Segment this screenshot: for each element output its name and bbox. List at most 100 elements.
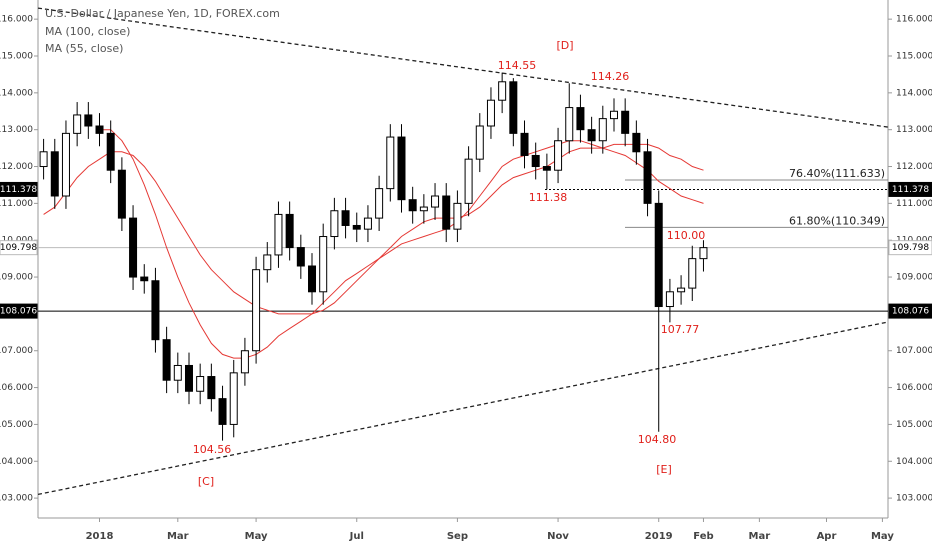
candle — [475, 113, 484, 173]
candle — [386, 124, 395, 202]
candle — [151, 267, 160, 353]
candle — [598, 105, 607, 154]
candle-body — [598, 118, 607, 142]
x-tick-label: Sep — [447, 531, 468, 542]
candle-body — [475, 125, 484, 160]
y-tick-label: 103.000 — [0, 494, 33, 504]
candle-body — [319, 236, 328, 293]
price-tag — [0, 240, 38, 256]
candle — [453, 190, 462, 243]
candle-body — [151, 280, 160, 341]
price-tag — [888, 303, 932, 319]
annotation: [C] — [198, 475, 214, 488]
candle — [229, 359, 238, 438]
candle — [363, 205, 372, 243]
candle — [140, 264, 149, 294]
candle — [621, 98, 630, 147]
y-tick-label: 114.000 — [896, 88, 932, 98]
y-tick-label: 115.000 — [0, 52, 33, 62]
candle-body — [386, 136, 395, 190]
x-tick-label: Apr — [817, 531, 837, 542]
price-tag — [888, 240, 932, 256]
candle-body — [39, 151, 48, 168]
candle — [61, 120, 70, 209]
candle — [442, 183, 451, 243]
candle — [609, 98, 618, 132]
candle-body — [184, 364, 193, 392]
candle-body — [106, 132, 115, 171]
candle — [677, 275, 686, 305]
candle-body — [408, 199, 417, 212]
y-tick-label: 112.000 — [0, 162, 33, 172]
candle — [654, 190, 663, 432]
candle — [73, 102, 82, 147]
y-tick-label: 105.000 — [896, 420, 932, 430]
price-tag-label: 111.378 — [0, 185, 37, 195]
candle-body — [498, 81, 507, 101]
candle-body — [229, 372, 238, 425]
fib-label: 76.40%(111.633) — [789, 167, 885, 180]
price-tag-label: 108.076 — [892, 307, 929, 317]
candle-body — [207, 376, 216, 400]
x-tick-label: 2018 — [86, 531, 114, 542]
candle — [106, 120, 115, 184]
candle-body — [375, 188, 384, 219]
x-tick-label: Feb — [693, 531, 713, 542]
candle-body — [632, 132, 641, 153]
y-tick-label: 104.000 — [896, 457, 932, 467]
candle-body — [73, 114, 82, 134]
candle-body — [542, 166, 551, 171]
candle — [587, 116, 596, 154]
candle-body — [252, 269, 261, 352]
candle — [341, 197, 350, 239]
y-tick-label: 111.000 — [896, 199, 932, 209]
y-tick-label: 116.000 — [0, 15, 33, 25]
trend-line — [37, 321, 889, 496]
candle — [397, 124, 406, 213]
candle-body — [531, 154, 540, 168]
candle-body — [363, 217, 372, 230]
price-tag-label: 108.076 — [0, 307, 37, 317]
y-tick-label: 111.000 — [0, 199, 33, 209]
candle-body — [665, 291, 674, 308]
candle — [576, 94, 585, 143]
annotation: 114.26 — [591, 70, 630, 83]
candle-body — [464, 158, 473, 204]
candle — [699, 240, 708, 272]
x-tick-label: 2019 — [645, 531, 673, 542]
candle — [498, 72, 507, 114]
candle-body — [285, 213, 294, 249]
candle — [117, 157, 126, 231]
y-tick-label: 106.000 — [896, 383, 932, 393]
candle — [218, 385, 227, 441]
candle — [431, 183, 440, 220]
candle — [296, 234, 305, 279]
y-tick-label: 116.000 — [896, 15, 932, 25]
candle — [285, 201, 294, 261]
candle — [688, 245, 697, 301]
legend-entry: MA (55, close) — [45, 42, 123, 55]
candle-body — [129, 217, 138, 278]
annotation: 110.00 — [667, 229, 706, 242]
y-tick-label: 109.000 — [0, 273, 33, 283]
candle — [308, 253, 317, 305]
y-tick-label: 107.000 — [896, 346, 932, 356]
price-tag — [0, 303, 38, 319]
candle-body — [565, 107, 574, 142]
candle — [330, 197, 339, 250]
candle — [352, 212, 361, 243]
candle — [554, 127, 563, 184]
y-tick-label: 113.000 — [896, 125, 932, 135]
y-tick-label: 115.000 — [896, 52, 932, 62]
x-tick-label: Mar — [167, 531, 189, 542]
candle-body — [699, 247, 708, 260]
annotation: [E] — [656, 463, 672, 476]
price-tag-label: 109.798 — [0, 243, 37, 253]
candle — [39, 138, 48, 180]
y-tick-label: 106.000 — [0, 383, 33, 393]
candle — [207, 363, 216, 412]
candle — [542, 153, 551, 190]
candle — [632, 120, 641, 165]
